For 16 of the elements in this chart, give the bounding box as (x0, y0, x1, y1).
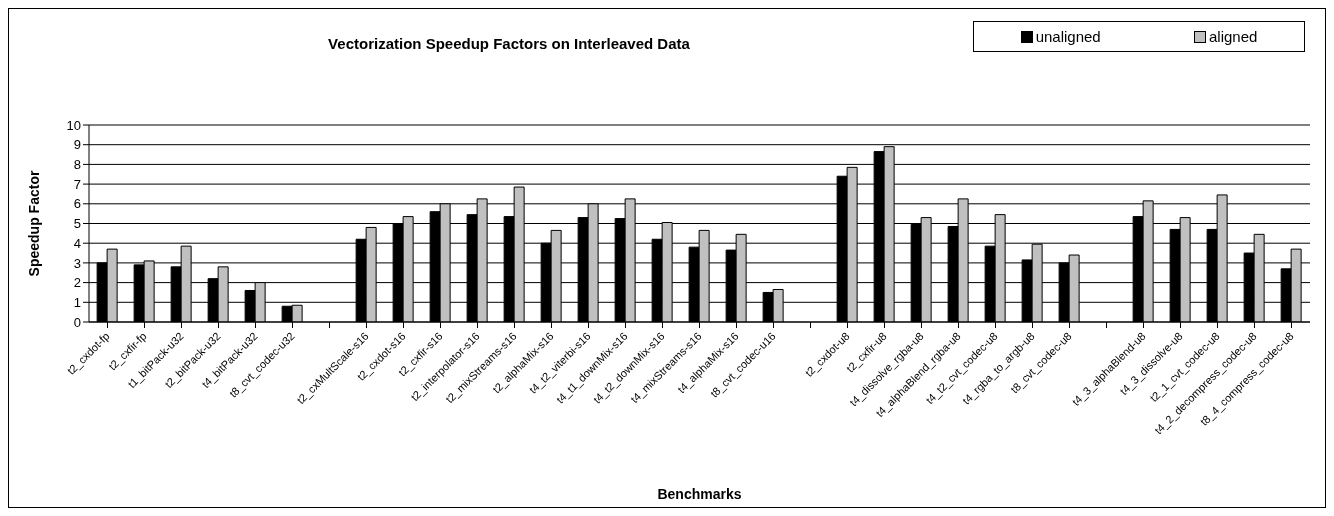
y-tick-label: 10 (66, 117, 81, 133)
y-tick-label: 7 (73, 176, 81, 192)
chart-title: Vectorization Speedup Factors on Interleaved Data (327, 35, 691, 52)
y-tick-label: 6 (73, 196, 81, 212)
y-tick-label: 1 (73, 294, 81, 310)
y-tick-label: 8 (73, 157, 81, 173)
y-tick-label: 4 (73, 235, 81, 251)
legend-label: unaligned (1035, 28, 1101, 45)
legend-label: aligned (1208, 28, 1258, 45)
y-tick-label: 0 (73, 314, 81, 330)
y-axis-title: Speedup Factor (25, 170, 42, 277)
y-tick-label: 2 (73, 275, 81, 291)
y-tick-label: 9 (73, 137, 81, 153)
x-axis-title: Benchmarks (657, 486, 742, 502)
y-tick-label: 3 (73, 255, 81, 271)
y-tick-label: 5 (73, 216, 81, 232)
